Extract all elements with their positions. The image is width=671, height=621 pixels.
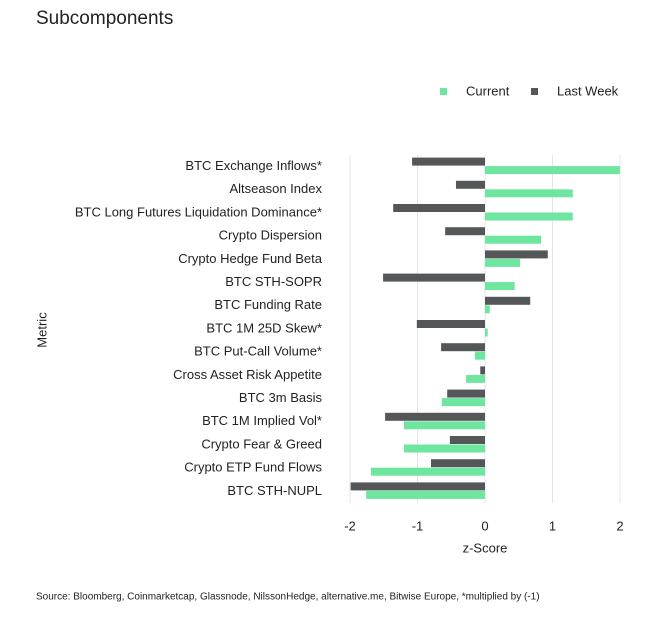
bar <box>385 412 485 421</box>
y-tick-label: Cross Asset Risk Appetite <box>173 367 322 382</box>
bar <box>485 166 620 175</box>
legend-label: Last Week <box>557 83 619 98</box>
bar <box>485 189 573 198</box>
x-tick-label: -1 <box>412 518 424 533</box>
bar <box>441 343 485 352</box>
bar <box>404 444 485 453</box>
bar <box>404 421 485 430</box>
y-tick-label: Crypto Fear & Greed <box>201 436 322 451</box>
bar <box>350 482 485 491</box>
bar <box>485 296 531 305</box>
y-tick-label: BTC Put-Call Volume* <box>194 344 322 359</box>
bar <box>441 398 485 407</box>
y-tick-label: Crypto Dispersion <box>219 228 322 243</box>
bar <box>393 204 485 212</box>
bar <box>455 180 485 189</box>
bar <box>485 282 515 291</box>
bar <box>445 227 485 236</box>
x-axis-label: z-Score <box>463 540 508 555</box>
bar <box>485 235 542 244</box>
bar <box>370 467 485 476</box>
y-tick-label: BTC 1M Implied Vol* <box>202 413 322 428</box>
bar <box>474 351 485 360</box>
bar <box>485 212 573 221</box>
y-tick-label: BTC STH-NUPL <box>227 483 322 498</box>
legend-swatch <box>531 88 538 95</box>
bar <box>449 436 485 444</box>
y-tick-label: BTC Exchange Inflows* <box>185 158 322 173</box>
bar <box>466 374 485 383</box>
legend-label: Current <box>466 83 510 98</box>
bar <box>366 490 485 499</box>
bar <box>412 157 485 166</box>
x-tick-label: 0 <box>481 518 488 533</box>
bar <box>431 459 485 468</box>
bar <box>485 250 548 259</box>
bar <box>485 258 521 267</box>
y-tick-label: BTC Funding Rate <box>214 297 322 312</box>
bar <box>383 273 485 282</box>
bar <box>416 320 485 328</box>
bar <box>447 389 485 398</box>
x-tick-label: 1 <box>549 518 556 533</box>
y-tick-label: BTC STH-SOPR <box>225 274 322 289</box>
y-tick-label: BTC 1M 25D Skew* <box>206 320 322 335</box>
y-tick-label: Crypto Hedge Fund Beta <box>178 251 323 266</box>
bar <box>485 328 488 337</box>
y-tick-label: Altseason Index <box>229 181 322 196</box>
bar <box>480 366 485 375</box>
bar <box>485 305 490 314</box>
y-tick-label: BTC Long Futures Liquidation Dominance* <box>75 204 322 219</box>
y-axis-label: Metric <box>34 312 49 348</box>
chart-title: Subcomponents <box>36 8 173 29</box>
y-tick-label: BTC 3m Basis <box>239 390 323 405</box>
source-note: Source: Bloomberg, Coinmarketcap, Glassn… <box>36 592 540 603</box>
x-tick-label: -2 <box>344 518 356 533</box>
x-tick-label: 2 <box>616 518 623 533</box>
y-tick-label: Crypto ETP Fund Flows <box>184 460 322 475</box>
legend-swatch <box>440 88 447 95</box>
